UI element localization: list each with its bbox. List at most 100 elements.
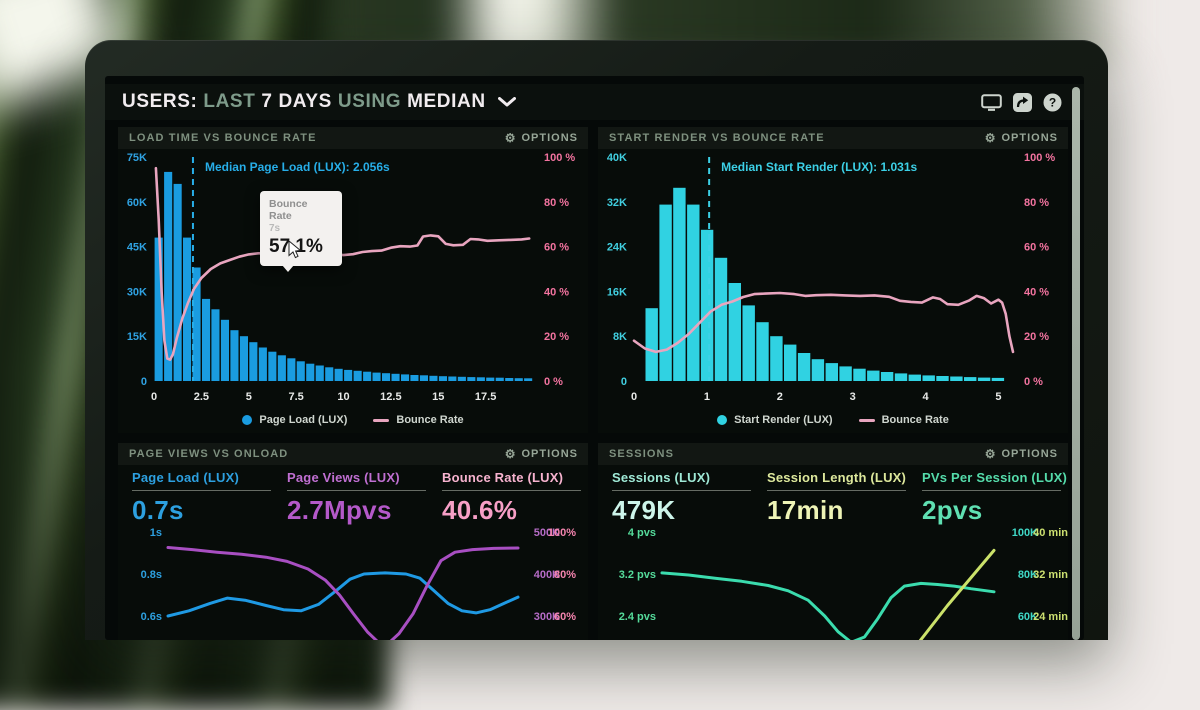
sessions-chart[interactable]: 4 pvs 3.2 pvs 2.4 pvs 100K 80K 60K 40 min 32 mi…	[598, 521, 1068, 640]
svg-text:80%: 80%	[554, 569, 576, 581]
svg-text:60K: 60K	[1018, 611, 1038, 623]
chevron-down-icon	[497, 91, 516, 113]
mouse-cursor-icon	[288, 239, 303, 264]
svg-text:Median Page Load (LUX): 2.056s: Median Page Load (LUX): 2.056s	[205, 160, 390, 174]
svg-text:500K: 500K	[534, 527, 560, 539]
stat-column: Page Load (LUX) 0.7s	[132, 470, 271, 525]
options-button[interactable]: ⚙ OPTIONS	[504, 447, 578, 461]
title-part: USING	[337, 91, 402, 112]
tooltip: Bounce Rate 7s 57.1%	[260, 191, 342, 272]
svg-text:Median Start Render (LUX): 1.0: Median Start Render (LUX): 1.031s	[721, 160, 917, 174]
svg-text:0: 0	[621, 376, 627, 388]
svg-text:0: 0	[141, 376, 147, 388]
svg-text:?: ?	[1049, 95, 1056, 109]
pageviews-onload-chart[interactable]: 1s 0.8s 0.6s 500K 400K 300K 100% 80% 60%	[118, 521, 588, 640]
svg-text:100%: 100%	[548, 527, 576, 539]
options-button[interactable]: ⚙ OPTIONS	[984, 131, 1058, 145]
svg-text:5: 5	[995, 391, 1001, 403]
vertical-scrollbar[interactable]	[1072, 87, 1080, 640]
svg-text:20 %: 20 %	[1024, 331, 1049, 343]
svg-text:100 %: 100 %	[1024, 152, 1055, 164]
svg-text:0.6s: 0.6s	[141, 611, 162, 623]
svg-text:40 %: 40 %	[1024, 286, 1049, 298]
svg-text:40 %: 40 %	[544, 286, 569, 298]
panel-grid: LOAD TIME VS BOUNCE RATE ⚙ OPTIONS 75K 60K…	[118, 127, 1068, 640]
legend: Start Render (LUX) Bounce Rate	[598, 407, 1068, 433]
legend-item[interactable]: Bounce Rate	[858, 414, 949, 426]
svg-text:3: 3	[850, 391, 856, 403]
svg-text:80 %: 80 %	[544, 197, 569, 209]
legend-item[interactable]: Bounce Rate	[373, 414, 464, 426]
svg-text:400K: 400K	[534, 569, 560, 581]
options-button[interactable]: ⚙ OPTIONS	[504, 131, 578, 145]
dashboard-screen: USERS: LAST 7 DAYS USING MEDIAN ? LOAD TIME …	[105, 76, 1084, 640]
svg-text:0: 0	[631, 391, 637, 403]
panel-pageviews-onload: PAGE VIEWS VS ONLOAD ⚙ OPTIONS Page Load …	[118, 443, 588, 640]
svg-text:24K: 24K	[607, 242, 627, 254]
svg-text:100K: 100K	[1012, 527, 1038, 539]
svg-text:2: 2	[777, 391, 783, 403]
stats-row: Page Load (LUX) 0.7s Page Views (LUX) 2.7Mp…	[118, 465, 588, 525]
svg-text:80K: 80K	[1018, 569, 1038, 581]
popout-icon[interactable]	[1013, 92, 1032, 112]
start-render-chart[interactable]: 40K 32K 24K 16K 8K 0 100 % 80 % 60 % 40 % 20 % 0 % 0…	[598, 149, 1068, 407]
svg-text:4 pvs: 4 pvs	[628, 527, 656, 539]
svg-text:12.5: 12.5	[380, 391, 401, 403]
dashboard-title-dropdown[interactable]: USERS: LAST 7 DAYS USING MEDIAN	[122, 91, 516, 113]
title-part: LAST	[203, 91, 256, 112]
options-button[interactable]: ⚙ OPTIONS	[984, 447, 1058, 461]
svg-text:60K: 60K	[127, 197, 147, 209]
svg-text:0: 0	[151, 391, 157, 403]
svg-text:60%: 60%	[554, 611, 576, 623]
panel-title: START RENDER VS BOUNCE RATE	[609, 132, 825, 144]
panel-title: SESSIONS	[609, 448, 675, 460]
legend-item[interactable]: Page Load (LUX)	[242, 414, 347, 426]
svg-text:20 %: 20 %	[544, 331, 569, 343]
laptop-bezel: USERS: LAST 7 DAYS USING MEDIAN ? LOAD TIME …	[85, 40, 1108, 640]
svg-text:0.8s: 0.8s	[141, 569, 162, 581]
svg-text:75K: 75K	[127, 152, 147, 164]
gear-icon: ⚙	[504, 447, 517, 461]
svg-text:1: 1	[704, 391, 710, 403]
svg-text:0 %: 0 %	[544, 376, 563, 388]
help-icon[interactable]: ?	[1043, 93, 1062, 112]
title-part: 7 DAYS	[261, 91, 332, 112]
svg-text:30K: 30K	[127, 286, 147, 298]
panel-title: LOAD TIME VS BOUNCE RATE	[129, 132, 317, 144]
svg-text:40K: 40K	[607, 152, 627, 164]
panel-load-time: LOAD TIME VS BOUNCE RATE ⚙ OPTIONS 75K 60K…	[118, 127, 588, 433]
display-icon[interactable]	[981, 93, 1002, 111]
svg-text:16K: 16K	[607, 286, 627, 298]
svg-text:40 min: 40 min	[1033, 527, 1068, 539]
svg-text:24 min: 24 min	[1033, 611, 1068, 623]
svg-text:5: 5	[246, 391, 252, 403]
svg-text:32K: 32K	[607, 197, 627, 209]
legend: Page Load (LUX) Bounce Rate	[118, 407, 588, 433]
svg-text:0 %: 0 %	[1024, 376, 1043, 388]
title-part: USERS:	[122, 91, 198, 112]
svg-text:10: 10	[337, 391, 349, 403]
gear-icon: ⚙	[504, 131, 517, 145]
svg-text:8K: 8K	[613, 331, 627, 343]
stat-column: PVs Per Session (LUX) 2pvs	[922, 470, 1068, 525]
svg-text:1s: 1s	[150, 527, 162, 539]
dashboard-topbar: USERS: LAST 7 DAYS USING MEDIAN ?	[105, 84, 1084, 120]
svg-text:80 %: 80 %	[1024, 197, 1049, 209]
svg-text:17.5: 17.5	[475, 391, 496, 403]
legend-item[interactable]: Start Render (LUX)	[717, 414, 833, 426]
svg-text:15: 15	[432, 391, 444, 403]
title-part: MEDIAN	[407, 91, 486, 112]
svg-text:300K: 300K	[534, 611, 560, 623]
svg-text:15K: 15K	[127, 331, 147, 343]
svg-text:3.2 pvs: 3.2 pvs	[619, 569, 656, 581]
load-time-chart[interactable]: 75K 60K 45K 30K 15K 0 100 % 80 % 60 % 40 % 20 % 0 %…	[118, 149, 588, 407]
svg-text:7.5: 7.5	[288, 391, 303, 403]
svg-text:2.5: 2.5	[194, 391, 209, 403]
panel-start-render: START RENDER VS BOUNCE RATE ⚙ OPTIONS 40K…	[598, 127, 1068, 433]
stat-column: Bounce Rate (LUX) 40.6%	[442, 470, 581, 525]
gear-icon: ⚙	[984, 447, 997, 461]
svg-text:2.4 pvs: 2.4 pvs	[619, 611, 656, 623]
panel-title: PAGE VIEWS VS ONLOAD	[129, 448, 289, 460]
stat-column: Sessions (LUX) 479K	[612, 470, 751, 525]
svg-text:32 min: 32 min	[1033, 569, 1068, 581]
